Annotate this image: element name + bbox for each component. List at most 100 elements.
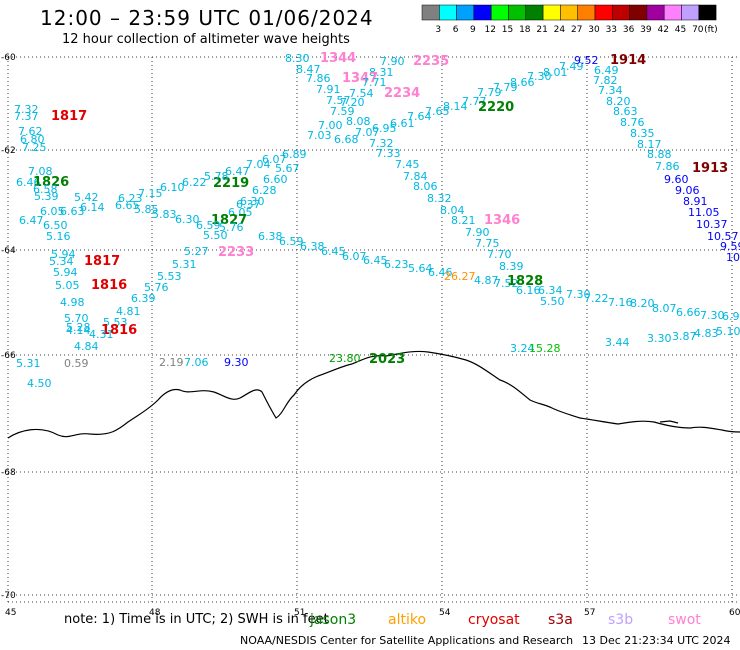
wave-height-label: 6.9 — [722, 310, 740, 323]
legend-swatch — [473, 4, 492, 21]
wave-height-label: 5.76 — [219, 221, 244, 234]
page-subtitle: 12 hour collection of altimeter wave hei… — [62, 32, 350, 47]
wave-height-label: 5.78 — [204, 170, 229, 183]
wave-height-label: 7.75 — [475, 237, 500, 250]
legend-swatch — [681, 4, 700, 21]
wave-height-label: 7.84 — [403, 170, 428, 183]
wave-height-label: 5.31 — [172, 258, 197, 271]
lat-label: -70 — [1, 591, 16, 601]
wave-height-label: 6.37 — [236, 198, 261, 211]
wave-height-label: 7.32 — [369, 137, 394, 150]
wave-height-label: 6.45 — [321, 245, 346, 258]
wave-height-label: 5.31 — [16, 357, 41, 370]
wave-height-label: 7.86 — [655, 160, 680, 173]
legend-swatch — [612, 4, 630, 21]
wave-height-label: 6.16 — [516, 284, 541, 297]
wave-height-label: 7.03 — [307, 129, 332, 142]
legend-swatch — [542, 4, 561, 21]
legend-unit: (ft) — [704, 25, 718, 35]
legend-label: 45 — [675, 25, 686, 35]
wave-height-label: 9.30 — [224, 356, 249, 369]
wave-height-label: 7.20 — [340, 96, 365, 109]
wave-height-label: 5.34 — [49, 255, 74, 268]
wave-height-label: 7.54 — [349, 87, 374, 100]
wave-height-label: 6.66 — [676, 306, 701, 319]
pass-time-label: 1826 — [33, 175, 69, 190]
lat-lon-grid: 45 48 51 54 57 60 -60 -62 -64 -66 -68 -70 — [1, 53, 740, 618]
wave-height-label: 7.00 — [318, 119, 343, 132]
legend-label: 30 — [588, 25, 600, 35]
wave-height-label: 8.20 — [630, 297, 655, 310]
wave-height-label: 2.19 — [159, 356, 184, 369]
wave-height-label: 7.90 — [465, 226, 490, 239]
lon-label: 45 — [5, 608, 16, 618]
wave-height-label: 6.23 — [384, 258, 409, 271]
wave-height-label: 8.17 — [637, 138, 662, 151]
wave-height-label: 8.66 — [510, 76, 535, 89]
lon-label: 54 — [439, 608, 451, 618]
lon-label: 57 — [584, 608, 595, 618]
pass-time-label: 1827 — [211, 213, 247, 228]
pass-time-label: 1828 — [507, 274, 543, 289]
pass-time-label: 2023 — [369, 352, 405, 367]
wave-height-label: 7.22 — [584, 292, 609, 305]
wave-height-label: 6.80 — [20, 133, 45, 146]
footer-credit: NOAA/NESDIS Center for Satellite Applica… — [240, 634, 574, 647]
wave-height-label: 5.70 — [64, 312, 89, 325]
wave-height-label: 7.65 — [425, 105, 450, 118]
lat-label: -66 — [1, 351, 16, 361]
wave-height-label: 8.20 — [606, 95, 631, 108]
wave-height-label: 6.59 — [279, 235, 304, 248]
pass-time-label: 1913 — [692, 161, 728, 176]
wave-height-label: 6.59 — [196, 219, 221, 232]
satellite-legend-item: s3a — [548, 612, 573, 628]
wave-height-label: 7.79 — [493, 81, 518, 94]
lat-label: -64 — [1, 246, 16, 256]
wave-height-label: 5.42 — [74, 191, 99, 204]
wave-height-label: 6.34 — [538, 284, 563, 297]
wave-height-label: 9.06 — [675, 184, 700, 197]
lon-label: 48 — [149, 608, 161, 618]
wave-height-label: 5.94 — [51, 248, 76, 261]
satellite-legend-item: cryosat — [468, 612, 520, 628]
wave-height-label: 5.67 — [275, 162, 300, 175]
pass-time-label: 1346 — [484, 213, 520, 228]
wave-height-label: 5.50 — [203, 229, 228, 242]
wave-height-label: 3.44 — [605, 336, 630, 349]
island — [659, 420, 679, 424]
wave-height-label: 6.22 — [182, 176, 207, 189]
wave-height-label: 7.62 — [18, 125, 43, 138]
wave-height-label: 6.30 — [240, 195, 265, 208]
wave-height-label: 5.50 — [540, 295, 565, 308]
wave-height-label: 3.24 — [510, 342, 535, 355]
lat-label: -60 — [1, 53, 16, 63]
wave-height-label: 7.37 — [14, 110, 39, 123]
wave-height-label: 7.15 — [138, 187, 163, 200]
legend-label: 6 — [453, 25, 459, 35]
legend-swatch — [594, 4, 613, 21]
wave-height-label: 6.38 — [300, 240, 325, 253]
wave-height-label: 8.39 — [499, 260, 524, 273]
wave-height-label: 7.16 — [608, 296, 633, 309]
wave-height-label: 6.14 — [80, 201, 105, 214]
satellite-legend-item: swot — [668, 612, 701, 628]
wave-height-label: 7.06 — [184, 356, 209, 369]
wave-height-label: 7.07 — [355, 126, 380, 139]
wave-height-label: 5.85 — [134, 203, 159, 216]
lon-label: 51 — [294, 608, 305, 618]
legend-label: 9 — [470, 25, 476, 35]
wave-height-label: 5.76 — [144, 281, 169, 294]
wave-height-label: 6.10 — [160, 181, 185, 194]
wave-height-label: 6.46 — [16, 176, 41, 189]
legend-swatch — [525, 4, 544, 21]
pass-time-label: 1816 — [101, 323, 137, 338]
wave-height-label: 5.53 — [157, 270, 182, 283]
legend-swatch — [629, 4, 648, 21]
wave-height-label: 6.07 — [342, 250, 367, 263]
wave-height-label: 3.30 — [647, 332, 672, 345]
wave-height-label: 7.64 — [407, 110, 432, 123]
wave-height-label: 5.39 — [34, 190, 59, 203]
wave-height-label: 7.04 — [246, 158, 271, 171]
wave-height-label: 6.65 — [115, 199, 140, 212]
legend-label: 21 — [536, 25, 547, 35]
